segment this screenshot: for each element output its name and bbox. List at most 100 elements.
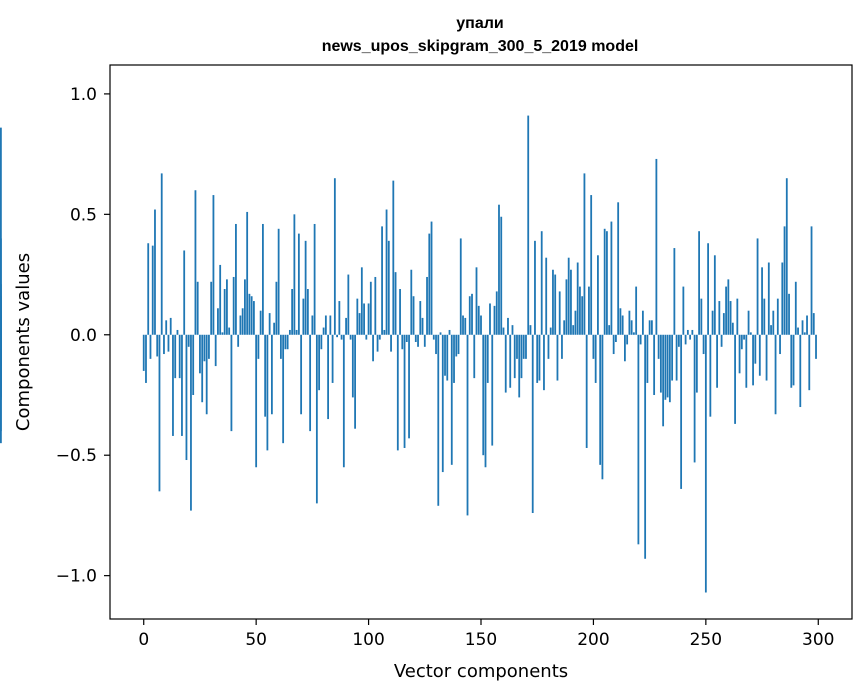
bar-component-290 <box>794 281 797 335</box>
bar-component-114 <box>399 289 401 335</box>
bar-component-228 <box>655 158 658 335</box>
bar-component-280 <box>772 310 775 335</box>
bar-component-166 <box>516 334 518 359</box>
bar-component-27 <box>203 334 206 362</box>
bar-component-122 <box>417 334 419 347</box>
bar-component-194 <box>579 286 581 335</box>
bar-component-248 <box>700 298 703 335</box>
bar-component-95 <box>356 298 359 335</box>
bar-component-17 <box>181 334 183 436</box>
bar-component-288 <box>790 334 793 388</box>
bar-component-207 <box>608 325 611 335</box>
bar-component-151 <box>482 334 485 456</box>
bar-component-191 <box>572 325 575 335</box>
bar-component-35 <box>221 332 224 335</box>
bar-component-179 <box>545 257 548 335</box>
x-tick-label: 250 <box>690 630 722 650</box>
bar-component-128 <box>430 221 433 335</box>
y-tick-label: −1.0 <box>56 567 97 587</box>
bar-component-5 <box>154 209 156 335</box>
bar-component-283 <box>779 334 781 355</box>
bar-component-219 <box>635 286 638 335</box>
bar-component-230 <box>659 334 662 393</box>
bar-component-undefined <box>0 334 2 400</box>
bar-component-237 <box>675 334 678 381</box>
bar-component-269 <box>747 310 750 335</box>
bar-component-223 <box>644 334 647 559</box>
bar-component-247 <box>698 231 700 335</box>
bar-component-34 <box>219 264 222 335</box>
bar-component-198 <box>588 286 590 335</box>
bar-component-270 <box>749 332 752 335</box>
bar-component-261 <box>729 301 732 335</box>
bar-component-121 <box>414 334 417 342</box>
bar-component-253 <box>711 310 714 335</box>
bar-component-184 <box>556 334 559 381</box>
bar-component-125 <box>423 334 426 347</box>
bar-component-26 <box>201 334 204 403</box>
bar-component-240 <box>682 286 685 335</box>
bar-component-201 <box>594 334 597 383</box>
bar-component-30 <box>210 281 213 335</box>
bar-component-216 <box>628 310 631 335</box>
bar-component-144 <box>466 334 469 516</box>
bar-component-73 <box>306 289 309 335</box>
bar-component-13 <box>172 334 174 436</box>
bar-component-107 <box>383 329 386 335</box>
bar-component-102 <box>372 334 374 362</box>
bar-component-252 <box>709 334 712 417</box>
bar-component-295 <box>806 315 808 335</box>
bar-component-48 <box>250 296 253 335</box>
bar-component-153 <box>486 334 489 383</box>
bar-component-206 <box>606 231 608 335</box>
bar-component-9 <box>163 334 165 355</box>
y-axis-label: Components values <box>13 253 34 431</box>
bar-component-69 <box>297 233 300 335</box>
bar-component-162 <box>507 317 509 335</box>
bar-component-208 <box>610 221 613 335</box>
bar-component-55 <box>266 334 269 451</box>
y-tick-label: 0.5 <box>70 205 97 225</box>
bar-component-124 <box>421 317 424 335</box>
bar-component-196 <box>583 173 586 335</box>
bar-component-62 <box>282 334 285 444</box>
bar-component-127 <box>428 233 431 335</box>
bar-component-186 <box>561 334 563 359</box>
bar-component-215 <box>626 334 629 345</box>
bar-component-168 <box>520 334 523 379</box>
bar-component-91 <box>347 274 350 335</box>
bar-component-99 <box>365 334 368 340</box>
bar-component-272 <box>754 334 757 364</box>
bar-component-182 <box>552 269 554 335</box>
bar-component-152 <box>484 334 487 468</box>
bar-component-174 <box>534 240 536 335</box>
bar-component-96 <box>358 313 361 335</box>
bar-component-214 <box>624 334 626 362</box>
bar-component-284 <box>781 262 784 335</box>
bar-component-84 <box>331 334 334 383</box>
bar-component-58 <box>273 322 276 335</box>
bar-component-79 <box>320 334 323 350</box>
bar-component-245 <box>693 334 696 463</box>
bar-component-266 <box>740 334 743 350</box>
bar-component-89 <box>342 334 345 468</box>
bar-component-119 <box>410 269 413 335</box>
bar-component-51 <box>257 334 260 359</box>
bar-component-217 <box>630 320 633 335</box>
bar-component-117 <box>405 334 408 342</box>
bar-component-23 <box>194 190 197 335</box>
bar-component-170 <box>525 334 527 359</box>
bar-component-190 <box>570 269 572 335</box>
chart-title-line-1: упали <box>456 15 503 32</box>
bar-component-192 <box>574 310 577 335</box>
bar-component-97 <box>360 267 363 335</box>
bar-component-2 <box>147 243 150 335</box>
bar-component-158 <box>498 204 500 335</box>
bar-component-150 <box>480 315 482 335</box>
bar-component-258 <box>722 313 725 335</box>
bar-component-110 <box>390 334 392 352</box>
bar-component-116 <box>403 334 406 448</box>
bar-component-211 <box>617 202 620 335</box>
bar-component-180 <box>547 334 550 359</box>
